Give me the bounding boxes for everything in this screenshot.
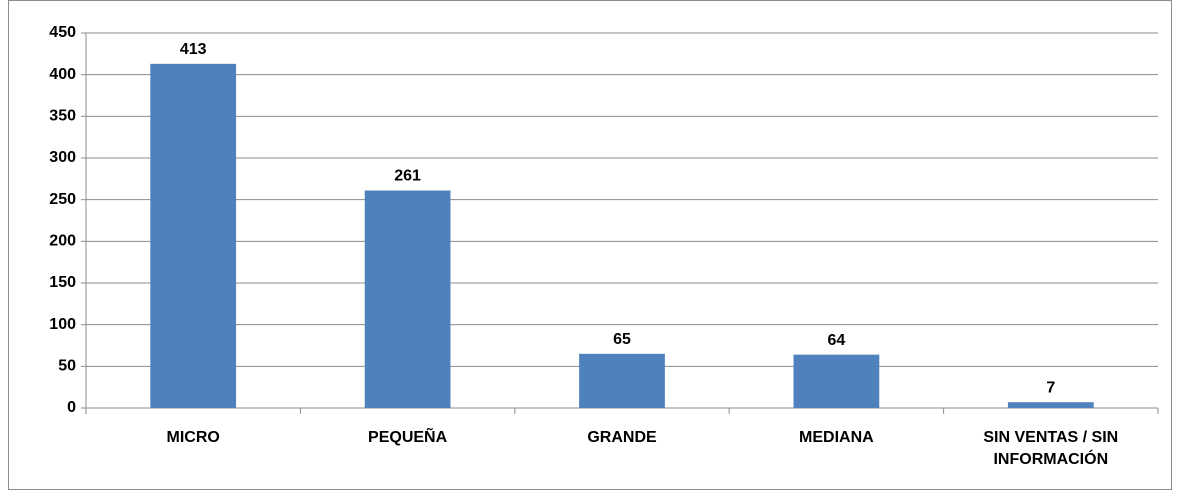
x-tick-label: GRANDE [587, 429, 657, 446]
y-tick-label: 0 [67, 399, 76, 416]
x-tick-label: MICRO [166, 429, 220, 446]
bar [150, 63, 237, 408]
bar [364, 190, 451, 408]
bar [579, 353, 665, 408]
y-tick-label: 200 [49, 233, 76, 250]
bar [793, 354, 880, 408]
x-tick-label: MEDIANA [799, 429, 874, 446]
data-label: 261 [394, 168, 421, 185]
chart-border [8, 0, 1172, 490]
y-tick-label: 350 [49, 108, 76, 125]
y-tick-label: 400 [49, 66, 76, 83]
bar [1007, 402, 1094, 408]
y-tick-label: 450 [49, 24, 76, 41]
data-label: 413 [180, 41, 207, 58]
y-tick-label: 150 [49, 274, 76, 291]
data-label: 7 [1046, 379, 1055, 396]
y-tick-label: 250 [49, 191, 76, 208]
x-tick-label: PEQUEÑA [368, 429, 448, 446]
data-label: 65 [613, 331, 631, 348]
y-tick-label: 50 [58, 358, 76, 375]
data-label: 64 [828, 332, 846, 349]
y-tick-label: 100 [49, 316, 76, 333]
x-tick-label: SIN VENTAS / SIN INFORMACIÓN [983, 429, 1119, 468]
y-tick-label: 300 [49, 149, 76, 166]
